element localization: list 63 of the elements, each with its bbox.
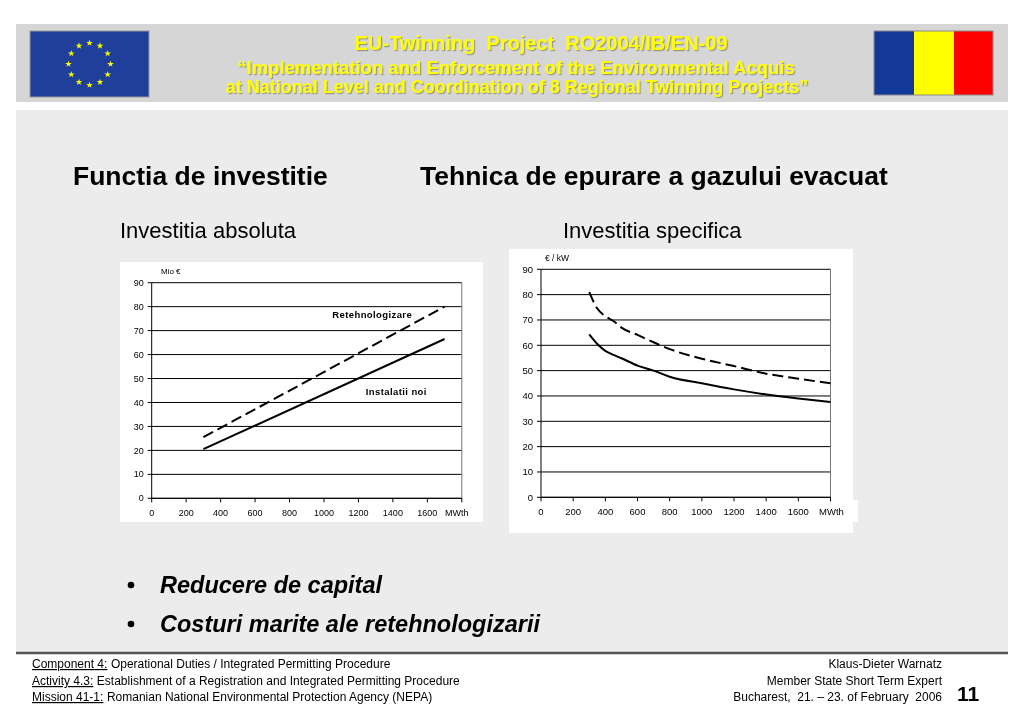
- x-tick-label: 1400: [755, 505, 777, 517]
- chart-title: Tehnica de epurare a gazului evacuat: [420, 161, 889, 191]
- x-tick-label: 200: [565, 505, 582, 517]
- text: Klaus-Dieter Warnatz: [828, 657, 942, 671]
- x-tick-label: 1000: [691, 505, 713, 517]
- y-tick-label: 80: [133, 301, 144, 312]
- series-label: Instalatii noi: [365, 386, 427, 398]
- x-tick-label: 1200: [723, 505, 745, 517]
- y-tick-label: 40: [133, 397, 144, 408]
- chart-subtitle: Investitia absoluta: [120, 218, 297, 243]
- x-tick-label: 400: [213, 507, 229, 518]
- text: Member State Short Term Expert: [766, 674, 943, 688]
- y-tick-label: 70: [522, 314, 533, 326]
- y-tick-label: 80: [522, 288, 533, 300]
- text: Establishment of a Registration and Integrated Permitting Procedure: [96, 674, 461, 688]
- text: EU-Twinning Project RO2004/IB/EN-09: [354, 32, 728, 54]
- y-axis-title: € / kW: [545, 253, 570, 263]
- text: Mission 41-1:: [32, 690, 104, 704]
- y-tick-label: 20: [522, 440, 533, 452]
- y-tick-label: 20: [133, 445, 144, 456]
- y-tick-label: 0: [527, 491, 533, 503]
- chart-title: Functia de investitie: [73, 161, 328, 191]
- x-tick-label: 0: [538, 505, 544, 517]
- text: Romanian National Environmental Protection Agency (NEPA): [106, 690, 433, 704]
- text: at National Level and Coordination of 8 Regional Twinning Projects”: [225, 77, 809, 97]
- y-tick-label: 30: [522, 415, 533, 427]
- x-tick-label: 800: [661, 505, 678, 517]
- y-tick-label: 0: [138, 493, 144, 504]
- y-tick-label: 30: [133, 421, 144, 432]
- x-axis-title: MWth: [819, 505, 844, 517]
- y-tick-label: 10: [522, 466, 533, 478]
- x-tick-label: 1200: [348, 507, 369, 518]
- x-axis-title: MWth: [445, 507, 469, 518]
- x-tick-label: 1600: [417, 507, 438, 518]
- series-label: Retehnologizare: [332, 308, 413, 320]
- y-tick-label: 50: [522, 364, 533, 376]
- y-tick-label: 60: [522, 339, 533, 351]
- x-tick-label: 1600: [787, 505, 809, 517]
- text: “Implementation and Enforcement of the Environmental Acquis: [237, 57, 795, 78]
- chart-subtitle: Investitia specifica: [563, 218, 743, 243]
- text: Activity 4.3:: [32, 674, 94, 688]
- text: 11: [956, 682, 980, 705]
- text: Costuri marite ale retehnologizarii: [160, 611, 541, 637]
- y-axis-title: Mio €: [161, 267, 182, 276]
- x-tick-label: 1000: [313, 507, 334, 518]
- y-tick-label: 50: [133, 373, 144, 384]
- x-tick-label: 400: [597, 505, 614, 517]
- y-tick-label: 90: [133, 277, 144, 288]
- x-tick-label: 200: [178, 507, 194, 518]
- y-tick-label: 60: [133, 349, 144, 360]
- x-tick-label: 600: [629, 505, 646, 517]
- x-tick-label: 1400: [382, 507, 403, 518]
- text: Operational Duties / Integrated Permitting Procedure: [110, 657, 391, 671]
- y-tick-label: 40: [522, 390, 533, 402]
- y-tick-label: 70: [133, 325, 144, 336]
- text: Reducere de capital: [160, 572, 383, 598]
- text: Bucharest, 21. – 23. of February 2006: [733, 690, 943, 704]
- y-tick-label: 90: [522, 263, 533, 275]
- x-tick-label: 600: [247, 507, 263, 518]
- y-tick-label: 10: [133, 469, 144, 480]
- x-tick-label: 800: [282, 507, 298, 518]
- x-tick-label: 0: [149, 507, 155, 518]
- text: Component 4:: [32, 657, 108, 671]
